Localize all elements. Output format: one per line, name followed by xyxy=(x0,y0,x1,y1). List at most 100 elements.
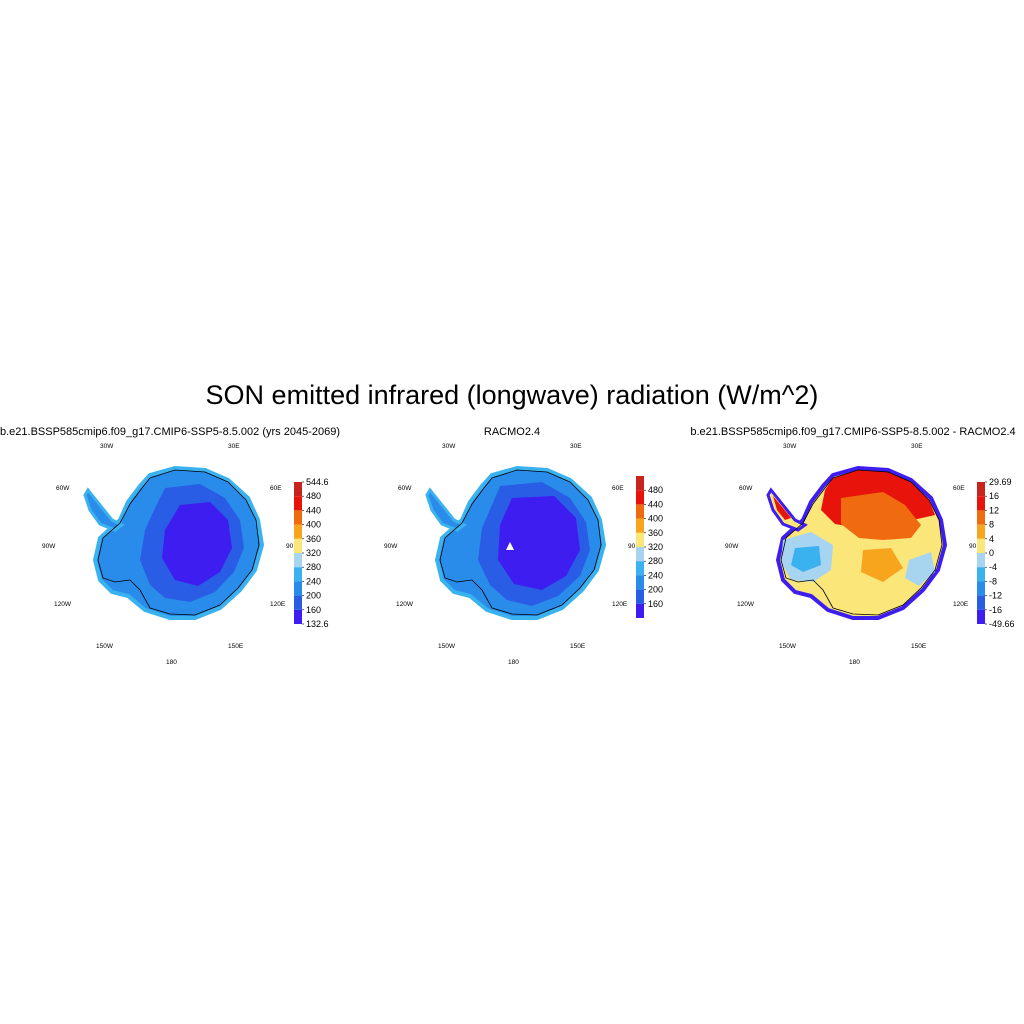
label-30w: 30W xyxy=(783,443,797,450)
colorbar-label: 160 xyxy=(648,599,663,609)
colorbar-label: 132.6 xyxy=(306,619,329,629)
panel-title: b.e21.BSSP585cmip6.f09_g17.CMIP6-SSP5-8.… xyxy=(0,426,340,438)
colorbar-swatch xyxy=(636,575,644,590)
colorbar-label: 480 xyxy=(648,485,663,495)
colorbar-swatch xyxy=(294,553,302,568)
label-60w: 60W xyxy=(739,485,753,492)
colorbar-swatch xyxy=(294,567,302,582)
colorbar-swatch xyxy=(977,482,985,497)
colorbar-swatch xyxy=(636,504,644,519)
colorbar: 480 440 400 360 320 280 240 200 160 xyxy=(636,476,663,618)
label-150w: 150W xyxy=(779,643,797,650)
label-150w: 150W xyxy=(438,643,456,650)
antarctica-map xyxy=(766,465,948,620)
label-30e: 30E xyxy=(228,443,240,450)
label-120e: 120E xyxy=(953,601,969,608)
colorbar-label: 160 xyxy=(306,605,321,615)
colorbar-swatch xyxy=(636,490,644,505)
colorbar-label: 360 xyxy=(306,534,321,544)
colorbar-swatch xyxy=(294,524,302,539)
antarctica-map xyxy=(83,465,265,620)
colorbar-swatch xyxy=(294,581,302,596)
label-90e: 90 xyxy=(286,543,294,550)
colorbar: 29.69 16 12 8 4 0 -4 -8 -12 -16 -49.66 xyxy=(977,477,1015,629)
map-model: 30W 30E 60W 60E 90W 90 120W 120E 150W 15… xyxy=(42,443,329,666)
colorbar-swatch xyxy=(636,518,644,533)
label-30w: 30W xyxy=(442,443,456,450)
panel-difference: b.e21.BSSP585cmip6.f09_g17.CMIP6-SSP5-8.… xyxy=(683,420,1023,680)
colorbar-swatch xyxy=(294,538,302,553)
label-150e: 150E xyxy=(228,643,244,650)
label-150e: 150E xyxy=(911,643,927,650)
colorbar-swatch xyxy=(636,589,644,604)
label-90w: 90W xyxy=(42,543,56,550)
label-30e: 30E xyxy=(570,443,582,450)
colorbar-label: 480 xyxy=(306,491,321,501)
label-150e: 150E xyxy=(570,643,586,650)
colorbar-label: 240 xyxy=(648,570,663,580)
colorbar-swatch xyxy=(977,524,985,539)
colorbar-label: 8 xyxy=(989,520,994,530)
colorbar-swatch xyxy=(636,603,644,618)
label-60w: 60W xyxy=(398,485,412,492)
colorbar-label: -8 xyxy=(989,576,997,586)
colorbar-swatch xyxy=(977,510,985,525)
colorbar-label: 320 xyxy=(648,542,663,552)
label-90e: 90 xyxy=(969,543,977,550)
label-180: 180 xyxy=(508,659,519,666)
colorbar-label: 440 xyxy=(306,505,321,515)
colorbar-label: 280 xyxy=(306,562,321,572)
colorbar-swatch xyxy=(977,567,985,582)
colorbar-label: 320 xyxy=(306,548,321,558)
colorbar-label: 400 xyxy=(306,520,321,530)
map-racmo: 30W 30E 60W 60E 90W 90 120W 120E 150W 15… xyxy=(384,443,663,666)
label-120e: 120E xyxy=(270,601,286,608)
label-60e: 60E xyxy=(953,485,965,492)
colorbar-label: 240 xyxy=(306,576,321,586)
label-90e: 90 xyxy=(628,543,636,550)
label-60e: 60E xyxy=(612,485,624,492)
colorbar-swatch xyxy=(977,609,985,624)
label-60w: 60W xyxy=(56,485,70,492)
label-120w: 120W xyxy=(54,601,72,608)
panel-racmo: RACMO2.4 30W 30E 60W 60E 90W 90 120W 120… xyxy=(342,420,682,680)
colorbar-swatch xyxy=(977,581,985,596)
colorbar-label: 16 xyxy=(989,491,999,501)
colorbar-label: 400 xyxy=(648,514,663,524)
colorbar: 544.6 480 440 400 360 320 280 240 200 160 132.6 xyxy=(294,477,329,629)
map-difference: 30W 30E 60W 60E 90W 90 120W 120E 150W 15… xyxy=(725,443,1015,666)
colorbar-swatch xyxy=(294,482,302,497)
colorbar-label: 0 xyxy=(989,548,994,558)
colorbar-label: 200 xyxy=(306,591,321,601)
colorbar-swatch xyxy=(977,538,985,553)
label-180: 180 xyxy=(849,659,860,666)
colorbar-label: 200 xyxy=(648,585,663,595)
main-title: SON emitted infrared (longwave) radiatio… xyxy=(205,380,819,410)
label-90w: 90W xyxy=(725,543,739,550)
colorbar-swatch xyxy=(977,553,985,568)
label-120w: 120W xyxy=(737,601,755,608)
colorbar-swatch xyxy=(294,510,302,525)
colorbar-swatch xyxy=(636,561,644,576)
panel-model: b.e21.BSSP585cmip6.f09_g17.CMIP6-SSP5-8.… xyxy=(0,420,340,680)
colorbar-label: 29.69 xyxy=(989,477,1012,487)
label-30w: 30W xyxy=(100,443,114,450)
antarctica-map xyxy=(425,465,607,620)
panel-title: b.e21.BSSP585cmip6.f09_g17.CMIP6-SSP5-8.… xyxy=(690,426,1016,438)
colorbar-swatch xyxy=(294,595,302,610)
colorbar-label: 360 xyxy=(648,528,663,538)
label-30e: 30E xyxy=(911,443,923,450)
colorbar-swatch xyxy=(636,476,644,491)
colorbar-swatch xyxy=(977,595,985,610)
colorbar-label: -12 xyxy=(989,591,1002,601)
panel-title: RACMO2.4 xyxy=(483,426,541,438)
label-120w: 120W xyxy=(396,601,414,608)
label-90w: 90W xyxy=(384,543,398,550)
colorbar-swatch xyxy=(636,547,644,562)
colorbar-swatch xyxy=(636,532,644,547)
colorbar-swatch xyxy=(294,496,302,511)
label-120e: 120E xyxy=(612,601,628,608)
colorbar-label: 4 xyxy=(989,534,994,544)
label-180: 180 xyxy=(166,659,177,666)
label-150w: 150W xyxy=(96,643,114,650)
